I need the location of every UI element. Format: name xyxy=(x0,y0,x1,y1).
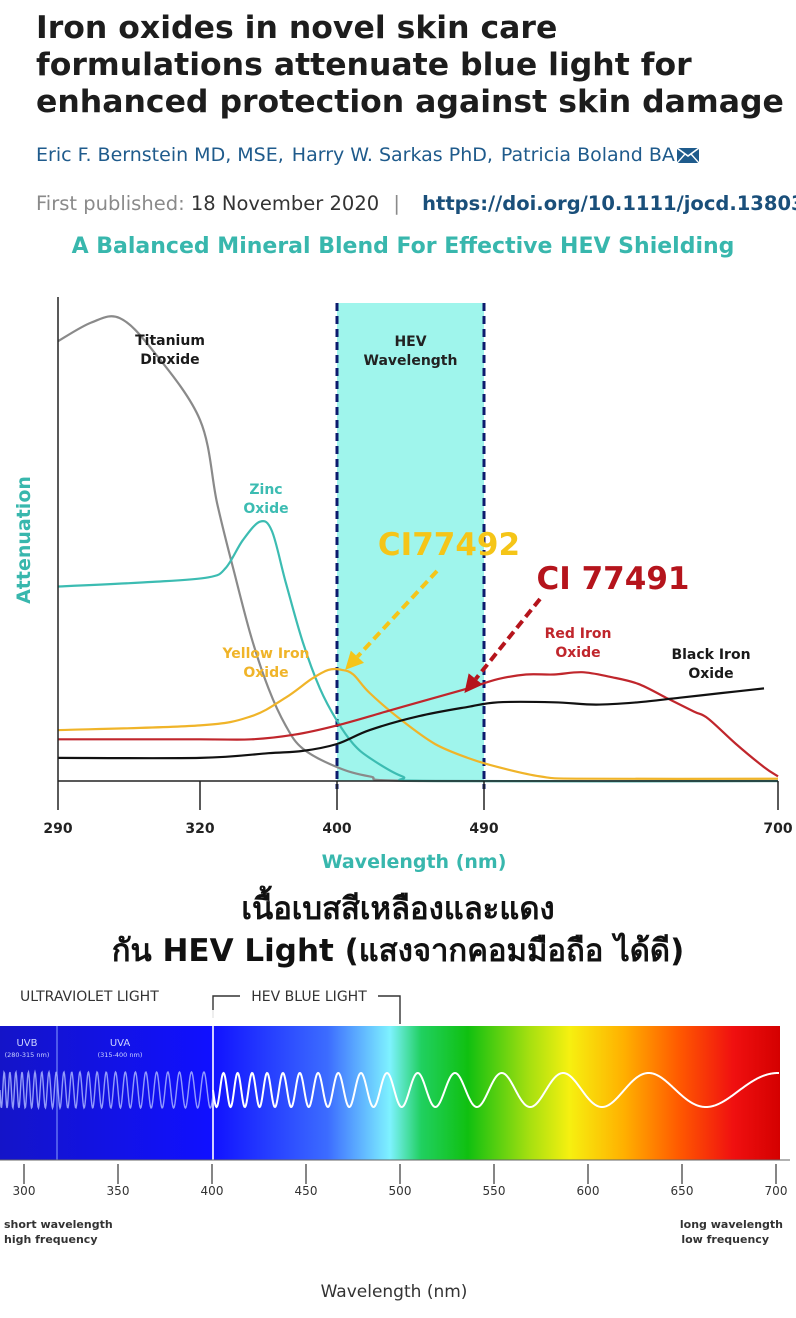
red-iron-oxide-label: Red Iron xyxy=(545,626,612,642)
x-tick-label: 400 xyxy=(322,821,351,837)
hev-band-label: Wavelength xyxy=(364,353,458,369)
y-axis-label: Attenuation xyxy=(13,476,35,604)
hev-blue-label: HEV BLUE LIGHT xyxy=(251,989,367,1005)
author-link[interactable]: Eric F. Bernstein MD, MSE, xyxy=(36,144,284,166)
uvb-range: (280-315 nm) xyxy=(5,1051,50,1059)
first-published-label: First published: xyxy=(36,192,185,215)
uva-range: (315-400 nm) xyxy=(98,1051,143,1059)
spectrum-band xyxy=(0,1026,780,1160)
black-iron-oxide-label: Black Iron xyxy=(671,647,750,663)
red-iron-oxide-label: Oxide xyxy=(555,645,600,661)
caption-line-2: กัน HEV Light (แสงจากคอมมือถือ ได้ดี) xyxy=(111,933,685,969)
x-tick-label: 700 xyxy=(763,821,792,837)
x-ticks: 290 320 400 490 700 xyxy=(43,781,793,837)
titanium-dioxide-label: Titanium xyxy=(135,333,205,349)
author-link[interactable]: Harry W. Sarkas PhD, xyxy=(291,144,493,166)
annotation-arrow-head xyxy=(345,650,365,670)
uv-wave xyxy=(0,1069,214,1111)
uva-label: UVA xyxy=(110,1038,131,1049)
yellow-iron-oxide-label: Yellow Iron xyxy=(221,646,309,662)
series-labels: Titanium Dioxide Zinc Oxide Yellow Iron Oxide… xyxy=(135,333,750,682)
light-spectrum-diagram: ULTRAVIOLET LIGHT HEV BLUE LIGHT UVB (28… xyxy=(0,989,790,1302)
annotation-arrow-shaft xyxy=(474,597,542,681)
spectrum-tick-label: 550 xyxy=(483,1184,506,1198)
zinc-oxide-label: Zinc xyxy=(249,482,282,498)
spectrum-tick-label: 450 xyxy=(295,1184,318,1198)
yellow-iron-oxide-line xyxy=(57,667,779,780)
annotation-ci77492: CI77492 xyxy=(378,527,520,563)
author-link[interactable]: Patricia Boland BA xyxy=(500,144,675,166)
attenuation-chart: A Balanced Mineral Blend For Effective H… xyxy=(13,234,793,873)
high-frequency-note: high frequency xyxy=(4,1233,98,1246)
x-axis-label: Wavelength (nm) xyxy=(322,851,507,873)
annotation-arrow-shaft xyxy=(355,569,439,659)
annotation-arrow-head xyxy=(464,673,483,694)
doi-link[interactable]: https://doi.org/10.1111/jocd.13803 xyxy=(422,192,796,215)
separator: | xyxy=(393,192,400,215)
x-tick-label: 290 xyxy=(43,821,72,837)
hev-band xyxy=(337,303,484,781)
author-list: Eric F. Bernstein MD, MSE, Harry W. Sarka… xyxy=(36,144,700,168)
spectrum-tick-label: 300 xyxy=(13,1184,36,1198)
low-frequency-note: low frequency xyxy=(681,1233,769,1246)
first-published-date: 18 November 2020 xyxy=(190,192,380,215)
annotations: CI77492 CI 77491 xyxy=(345,527,690,694)
x-tick-label: 320 xyxy=(185,821,214,837)
spectrum-tick-label: 350 xyxy=(107,1184,130,1198)
publication-info: First published: 18 November 2020 | http… xyxy=(36,192,796,215)
article-title: Iron oxides in novel skin care formulati… xyxy=(36,10,784,120)
black-iron-oxide-label: Oxide xyxy=(688,666,733,682)
ultraviolet-label: ULTRAVIOLET LIGHT xyxy=(20,989,159,1005)
zinc-oxide-label: Oxide xyxy=(243,501,288,517)
zinc-oxide-line xyxy=(57,520,779,783)
spectrum-ticks: 300 350 400 450 500 550 600 650 700 xyxy=(13,1164,788,1198)
hev-band-label: HEV xyxy=(394,334,426,350)
titanium-dioxide-label: Dioxide xyxy=(140,352,199,368)
visible-wave xyxy=(212,1071,780,1109)
chart-title: A Balanced Mineral Blend For Effective H… xyxy=(72,234,735,259)
annotation-ci77491: CI 77491 xyxy=(537,561,690,597)
uvb-label: UVB xyxy=(16,1038,37,1049)
spectrum-tick-label: 500 xyxy=(389,1184,412,1198)
spectrum-tick-label: 400 xyxy=(201,1184,224,1198)
long-wavelength-note: long wavelength xyxy=(680,1218,783,1231)
spectrum-x-label: Wavelength (nm) xyxy=(321,1282,468,1302)
black-iron-oxide-line xyxy=(57,687,765,760)
short-wavelength-note: short wavelength xyxy=(4,1218,113,1231)
red-iron-oxide-line xyxy=(57,671,779,778)
thai-caption: เนื้อเบสสีเหลืองและแดง กัน HEV Light (แส… xyxy=(0,888,796,972)
spectrum-tick-label: 700 xyxy=(765,1184,788,1198)
spectrum-tick-label: 650 xyxy=(671,1184,694,1198)
caption-line-1: เนื้อเบสสีเหลืองและแดง xyxy=(241,891,555,927)
titanium-dioxide-line xyxy=(57,315,779,783)
envelope-icon[interactable] xyxy=(676,146,700,168)
spectrum-tick-label: 600 xyxy=(577,1184,600,1198)
series-group xyxy=(57,315,779,783)
x-tick-label: 490 xyxy=(469,821,498,837)
yellow-iron-oxide-label: Oxide xyxy=(243,665,288,681)
